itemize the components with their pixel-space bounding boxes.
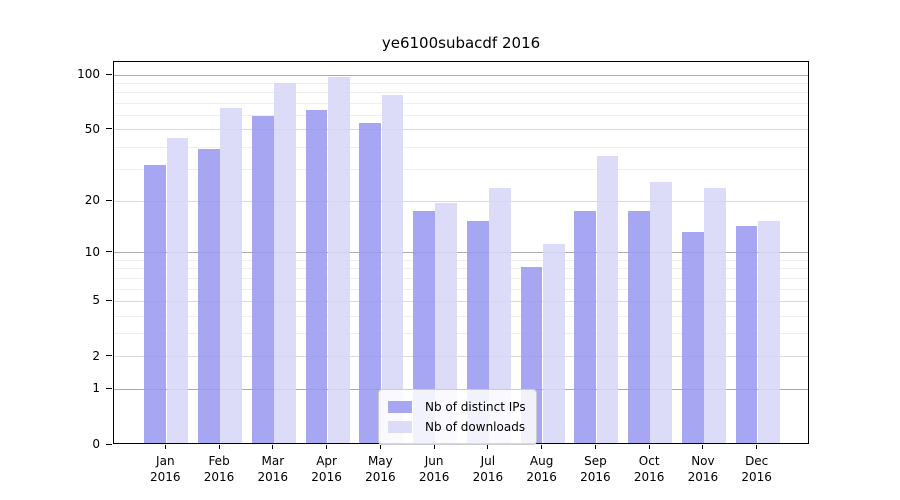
minor-gridline [114,315,808,317]
minor-gridline [114,259,808,261]
major-gridline [114,200,808,202]
major-gridline [114,300,808,302]
y-tick-mark [106,355,112,357]
legend: Nb of distinct IPs Nb of downloads [378,389,537,445]
x-tick-label: Feb 2016 [203,454,235,484]
x-tick-label: Dec 2016 [741,454,772,484]
x-tick-mark [702,445,704,449]
bar-nb-of-downloads-feb [220,108,243,443]
major-gridline [114,356,808,358]
y-tick-label: 1 [92,381,100,396]
bar-nb-of-downloads-jul [489,188,511,443]
y-tick-mark [106,443,112,445]
bar-nb-of-downloads-oct [650,181,673,443]
x-tick-label: Aug 2016 [526,454,557,484]
x-tick-mark [487,445,489,449]
legend-label: Nb of downloads [425,420,526,434]
chart-title: ye6100subacdf 2016 [381,34,541,52]
legend-swatch [388,401,412,413]
x-tick-label: Jan 2016 [150,454,181,484]
bar-nb-of-distinct-ips-jun [413,211,435,443]
minor-gridline [114,82,808,84]
x-tick-mark [541,445,543,449]
x-tick-mark [272,445,274,449]
y-tick-mark [106,128,112,130]
x-tick-label: Apr 2016 [311,454,342,484]
y-tick-label: 2 [92,348,100,363]
bar-nb-of-downloads-sep [596,155,619,443]
bar-nb-of-downloads-may [381,94,404,443]
x-tick-label: Jul 2016 [472,454,504,484]
y-tick-label: 20 [84,193,100,207]
y-tick-label: 50 [84,121,100,136]
y-tick-mark [106,299,112,301]
major-gridline [114,129,808,131]
legend-item: Nb of downloads [388,417,526,437]
x-tick-label: Nov 2016 [687,454,719,484]
bar-nb-of-downloads-nov [704,188,726,443]
minor-gridline [114,277,808,279]
minor-gridline [114,169,808,171]
y-tick-mark [106,199,112,201]
x-tick-mark [648,445,650,449]
bar-nb-of-downloads-apr [327,77,350,443]
y-tick-label: 10 [84,244,100,259]
bar-nb-of-distinct-ips-feb [198,149,220,443]
minor-gridline [114,268,808,270]
x-tick-label: May 2016 [365,454,396,484]
legend-item: Nb of distinct IPs [388,397,526,417]
y-tick-mark [106,73,112,75]
minor-gridline [114,92,808,94]
bar-nb-of-downloads-mar [274,83,296,443]
bar-nb-of-distinct-ips-apr [305,109,328,443]
decade-gridline [114,252,808,254]
x-tick-mark [326,445,328,449]
bar-nb-of-downloads-jan [166,137,189,443]
x-tick-label: Jun 2016 [418,454,450,484]
bar-nb-of-downloads-dec [758,220,780,443]
minor-gridline [114,146,808,148]
decade-gridline [114,74,808,76]
x-tick-mark [379,445,381,449]
x-tick-mark [433,445,435,449]
y-tick-label: 0 [92,437,100,451]
x-tick-mark [164,445,166,449]
y-tick-mark [106,387,112,389]
x-tick-label: Sep 2016 [580,454,611,484]
bar-nb-of-distinct-ips-may [359,123,382,443]
legend-swatch [388,421,412,433]
y-tick-mark [106,251,112,253]
bar-nb-of-distinct-ips-jan [144,165,166,443]
minor-gridline [114,102,808,104]
y-tick-label: 100 [77,67,100,82]
x-tick-label: Mar 2016 [257,454,289,484]
x-tick-mark [218,445,220,449]
bar-nb-of-distinct-ips-dec [735,225,758,443]
bar-nb-of-distinct-ips-jul [466,220,489,443]
bar-nb-of-distinct-ips-mar [251,116,274,443]
bar-nb-of-downloads-jun [435,202,458,443]
minor-gridline [114,333,808,335]
bar-nb-of-distinct-ips-sep [574,211,597,443]
minor-gridline [114,115,808,117]
x-tick-mark [594,445,596,449]
bar-nb-of-downloads-aug [542,243,565,443]
minor-gridline [114,288,808,290]
x-tick-mark [756,445,758,449]
plot-area: Nb of distinct IPs Nb of downloads [113,61,809,445]
legend-label: Nb of distinct IPs [425,400,526,414]
y-tick-label: 5 [92,293,100,308]
bar-nb-of-distinct-ips-nov [681,231,704,443]
x-tick-label: Oct 2016 [633,454,665,484]
bar-nb-of-distinct-ips-oct [628,211,650,443]
